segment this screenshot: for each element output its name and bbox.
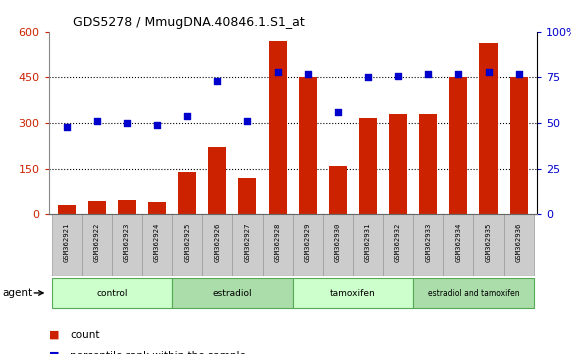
Text: GSM362922: GSM362922 — [94, 222, 100, 262]
Bar — [510, 78, 528, 214]
Bar — [299, 78, 317, 214]
Bar — [413, 214, 443, 276]
Point — [152, 122, 162, 128]
Bar — [359, 118, 377, 214]
Bar — [480, 44, 497, 214]
Point — [333, 109, 343, 115]
Bar — [293, 279, 413, 308]
Point — [303, 71, 312, 76]
Point — [92, 118, 101, 124]
Text: estradiol: estradiol — [212, 289, 252, 298]
Bar — [82, 214, 112, 276]
Point — [424, 71, 433, 76]
Bar — [473, 214, 504, 276]
Text: GSM362932: GSM362932 — [395, 222, 401, 262]
Bar — [142, 214, 172, 276]
Text: GSM362927: GSM362927 — [244, 222, 251, 262]
Text: GSM362925: GSM362925 — [184, 222, 190, 262]
Bar — [329, 166, 347, 214]
Point — [393, 73, 403, 79]
Bar — [148, 202, 166, 214]
Point — [273, 69, 282, 75]
Bar — [353, 214, 383, 276]
Point — [454, 71, 463, 76]
Bar — [239, 178, 256, 214]
Bar — [504, 214, 534, 276]
Bar — [88, 201, 106, 214]
Text: agent: agent — [3, 288, 33, 298]
Bar — [232, 214, 263, 276]
Text: percentile rank within the sample: percentile rank within the sample — [70, 351, 246, 354]
Bar — [208, 147, 226, 214]
Text: GSM362923: GSM362923 — [124, 222, 130, 262]
Bar — [413, 279, 534, 308]
Text: tamoxifen: tamoxifen — [330, 289, 376, 298]
Bar — [293, 214, 323, 276]
Point — [514, 71, 523, 76]
Bar — [389, 114, 407, 214]
Bar — [263, 214, 292, 276]
Bar — [51, 279, 172, 308]
Bar — [172, 214, 202, 276]
Text: GSM362934: GSM362934 — [456, 222, 461, 262]
Text: GSM362935: GSM362935 — [485, 222, 492, 262]
Point — [243, 118, 252, 124]
Point — [183, 113, 192, 119]
Bar — [118, 200, 136, 214]
Text: GSM362933: GSM362933 — [425, 222, 431, 262]
Bar — [112, 214, 142, 276]
Text: GSM362931: GSM362931 — [365, 222, 371, 262]
Bar — [51, 214, 82, 276]
Text: GSM362924: GSM362924 — [154, 222, 160, 262]
Text: GSM362936: GSM362936 — [516, 222, 522, 262]
Bar — [419, 114, 437, 214]
Text: ■: ■ — [49, 330, 59, 339]
Point — [213, 78, 222, 84]
Text: GSM362926: GSM362926 — [214, 222, 220, 262]
Text: control: control — [96, 289, 127, 298]
Point — [363, 75, 372, 80]
Text: count: count — [70, 330, 100, 339]
Bar — [268, 41, 287, 214]
Text: estradiol and tamoxifen: estradiol and tamoxifen — [428, 289, 519, 298]
Bar — [443, 214, 473, 276]
Text: GSM362930: GSM362930 — [335, 222, 341, 262]
Text: GSM362921: GSM362921 — [63, 222, 70, 262]
Bar — [58, 205, 76, 214]
Bar — [449, 78, 468, 214]
Text: GSM362928: GSM362928 — [275, 222, 280, 262]
Text: GSM362929: GSM362929 — [305, 222, 311, 262]
Bar — [202, 214, 232, 276]
Bar — [178, 172, 196, 214]
Bar — [383, 214, 413, 276]
Text: GDS5278 / MmugDNA.40846.1.S1_at: GDS5278 / MmugDNA.40846.1.S1_at — [73, 16, 305, 29]
Point — [122, 120, 131, 126]
Bar — [172, 279, 293, 308]
Point — [484, 69, 493, 75]
Text: ■: ■ — [49, 351, 59, 354]
Point — [62, 124, 71, 130]
Bar — [323, 214, 353, 276]
